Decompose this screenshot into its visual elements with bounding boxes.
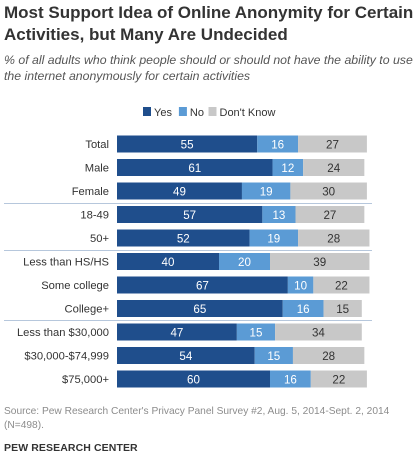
bar-yes-total (117, 135, 258, 153)
bar-no-college (282, 300, 324, 317)
legend-label-yes: Yes (154, 107, 172, 119)
bar-yes-75-000 (117, 370, 270, 388)
bar-yes-30-000-74-999 (117, 347, 255, 364)
category-label-college: College+ (65, 304, 109, 316)
value-label-yes-75-000: 60 (187, 373, 200, 386)
value-label-no-75-000: 16 (284, 373, 297, 386)
category-label-50: 50+ (90, 233, 109, 245)
value-label-no-total: 16 (271, 138, 284, 151)
value-label-don-t-know-18-49: 27 (323, 209, 336, 222)
bar-no-female (241, 182, 291, 200)
bar-no-30-000-74-999 (254, 347, 293, 364)
value-label-no-18-49: 13 (272, 209, 285, 222)
value-label-yes-50: 52 (177, 232, 190, 245)
category-label-75-000: $75,000+ (62, 374, 109, 386)
legend-label-no: No (190, 107, 204, 119)
category-label-male: Male (85, 163, 109, 175)
value-label-don-t-know-less-than-hs-hs: 39 (313, 256, 326, 269)
category-label-30-000-74-999: $30,000-$74,999 (24, 351, 109, 363)
bar-don-t-know-male (303, 159, 365, 176)
value-label-don-t-know-50: 28 (327, 232, 340, 245)
value-label-no-50: 19 (267, 232, 280, 245)
value-label-yes-30-000-74-999: 54 (179, 350, 192, 363)
bar-don-t-know-some-college (313, 276, 370, 294)
value-label-don-t-know-male: 24 (327, 162, 340, 175)
value-label-yes-college: 65 (193, 303, 206, 316)
value-label-no-30-000-74-999: 15 (267, 350, 280, 363)
category-label-18-49: 18-49 (80, 210, 109, 222)
value-label-no-female: 19 (260, 185, 273, 198)
value-label-don-t-know-college: 15 (336, 303, 349, 316)
bar-don-t-know-college (323, 300, 362, 317)
value-label-no-less-than-30-000: 15 (250, 326, 263, 339)
bar-no-male (272, 159, 304, 176)
legend-swatch-yes (143, 107, 151, 116)
value-label-yes-some-college: 67 (196, 279, 209, 292)
bar-no-50 (249, 229, 299, 247)
source-note: Source: Pew Research Center's Privacy Pa… (4, 406, 390, 431)
bar-don-t-know-30-000-74-999 (292, 347, 365, 364)
chart-subtitle: % of all adults who think people should … (4, 53, 413, 83)
bar-yes-female (117, 182, 242, 200)
value-label-yes-female: 49 (173, 185, 186, 198)
bar-yes-male (117, 159, 273, 176)
category-label-some-college: Some college (41, 280, 109, 292)
bar-no-18-49 (262, 206, 296, 223)
value-label-no-some-college: 10 (294, 279, 307, 292)
value-label-no-college: 16 (297, 303, 310, 316)
bar-don-t-know-50 (298, 229, 370, 247)
value-label-don-t-know-30-000-74-999: 28 (322, 350, 335, 363)
bar-don-t-know-75-000 (310, 370, 367, 388)
bar-yes-college (117, 300, 283, 317)
bar-no-total (257, 135, 299, 153)
bar-don-t-know-18-49 (295, 206, 365, 223)
value-label-yes-total: 55 (181, 138, 194, 151)
bar-yes-50 (117, 229, 250, 247)
value-label-yes-less-than-30-000: 47 (170, 326, 183, 339)
bar-yes-less-than-30-000 (117, 323, 237, 341)
value-label-yes-less-than-hs-hs: 40 (162, 256, 175, 269)
legend-swatch-don-t-know (208, 107, 217, 116)
bar-don-t-know-less-than-hs-hs (270, 253, 370, 270)
value-label-don-t-know-female: 30 (322, 185, 335, 198)
category-label-total: Total (85, 139, 109, 151)
bar-don-t-know-less-than-30-000 (275, 323, 362, 341)
value-label-no-less-than-hs-hs: 20 (238, 256, 251, 269)
bar-don-t-know-female (290, 182, 367, 200)
value-label-don-t-know-some-college: 22 (335, 279, 348, 292)
value-label-don-t-know-75-000: 22 (332, 373, 345, 386)
legend-swatch-no (178, 107, 187, 116)
bar-don-t-know-total (298, 135, 367, 153)
value-label-don-t-know-less-than-30-000: 34 (312, 326, 325, 339)
value-label-yes-18-49: 57 (183, 209, 196, 222)
bar-no-some-college (287, 276, 314, 294)
category-label-less-than-30-000: Less than $30,000 (17, 327, 109, 339)
bar-no-75-000 (270, 370, 311, 388)
category-label-less-than-hs-hs: Less than HS/HS (23, 257, 109, 269)
bar-yes-18-49 (117, 206, 263, 223)
bar-no-less-than-hs-hs (219, 253, 270, 270)
bar-yes-less-than-hs-hs (117, 253, 219, 270)
category-label-female: Female (72, 186, 109, 198)
bar-yes-some-college (117, 276, 288, 294)
chart-title: Most Support Idea of Online Anonymity fo… (4, 3, 414, 44)
legend-label-don-t-know: Don't Know (220, 107, 276, 119)
value-label-don-t-know-total: 27 (326, 138, 339, 151)
bar-no-less-than-30-000 (236, 323, 276, 341)
value-label-yes-male: 61 (188, 162, 201, 175)
value-label-no-male: 12 (281, 162, 294, 175)
pew-credit: PEW RESEARCH CENTER (4, 442, 138, 454)
